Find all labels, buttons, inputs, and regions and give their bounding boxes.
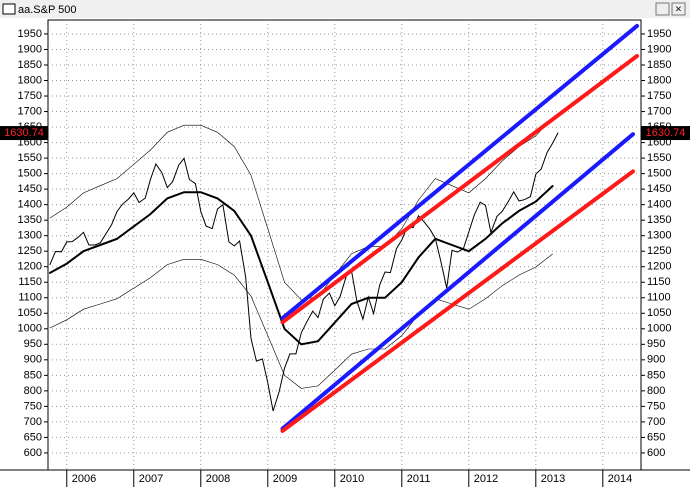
y-tick-label: 1700 bbox=[18, 105, 42, 117]
price-line bbox=[49, 117, 553, 301]
y-tick-label: 750 bbox=[647, 400, 665, 412]
x-tick-label: 2014 bbox=[608, 473, 632, 485]
y-tick-label: 1500 bbox=[647, 168, 671, 180]
y-tick-label: 700 bbox=[647, 416, 665, 428]
y-tick-label: 1850 bbox=[18, 59, 42, 71]
y-tick-label: 1950 bbox=[647, 28, 671, 40]
x-tick-label: 2006 bbox=[72, 473, 96, 485]
y-tick-label: 1150 bbox=[647, 276, 671, 288]
y-tick-label: 1550 bbox=[647, 152, 671, 164]
y-tick-label: 1800 bbox=[647, 74, 671, 86]
y-tick-label: 1750 bbox=[647, 90, 671, 102]
y-tick-label: 1500 bbox=[18, 168, 42, 180]
y-tick-label: 1050 bbox=[18, 307, 42, 319]
y-tick-label: 1100 bbox=[18, 292, 42, 304]
y-tick-label: 1050 bbox=[647, 307, 671, 319]
x-tick-label: 2009 bbox=[273, 473, 297, 485]
close-button[interactable] bbox=[671, 2, 686, 16]
y-tick-label: 1750 bbox=[18, 90, 42, 102]
y-tick-label: 1450 bbox=[647, 183, 671, 195]
x-tick-label: 2007 bbox=[139, 473, 163, 485]
window-icon bbox=[2, 3, 16, 15]
y-tick-label: 650 bbox=[24, 431, 42, 443]
restore-button[interactable] bbox=[655, 2, 670, 16]
y-tick-label: 1300 bbox=[647, 230, 671, 242]
y-tick-label: 900 bbox=[24, 354, 42, 366]
y-tick-label: 850 bbox=[24, 369, 42, 381]
y-tick-label: 1000 bbox=[647, 323, 671, 335]
y-tick-label: 1250 bbox=[647, 245, 671, 257]
y-tick-label: 600 bbox=[647, 447, 665, 459]
y-tick-label: 800 bbox=[24, 385, 42, 397]
y-tick-label: 800 bbox=[647, 385, 665, 397]
y-tick-label: 1150 bbox=[18, 276, 42, 288]
y-tick-label: 1950 bbox=[18, 28, 42, 40]
y-tick-label: 650 bbox=[647, 431, 665, 443]
y-tick-label: 700 bbox=[24, 416, 42, 428]
price-line bbox=[49, 132, 559, 412]
last-price-label: 1630.74 bbox=[4, 127, 44, 139]
y-tick-label: 1400 bbox=[647, 199, 671, 211]
y-tick-label: 1850 bbox=[647, 59, 671, 71]
x-tick-label: 2013 bbox=[541, 473, 565, 485]
y-tick-label: 1800 bbox=[18, 74, 42, 86]
y-tick-label: 1700 bbox=[647, 105, 671, 117]
x-tick-label: 2011 bbox=[407, 473, 431, 485]
y-tick-label: 1400 bbox=[18, 199, 42, 211]
y-tick-label: 1300 bbox=[18, 230, 42, 242]
last-price-box bbox=[641, 126, 690, 141]
y-tick-label: 750 bbox=[24, 400, 42, 412]
close-glyph: × bbox=[675, 3, 681, 15]
title-bar bbox=[0, 0, 690, 18]
y-tick-label: 900 bbox=[647, 354, 665, 366]
last-price-label: 1630.74 bbox=[646, 127, 686, 139]
x-tick-label: 2012 bbox=[474, 473, 498, 485]
y-tick-label: 1450 bbox=[18, 183, 42, 195]
trend-line bbox=[280, 54, 639, 325]
trend-line bbox=[280, 169, 635, 433]
last-price-box bbox=[0, 126, 48, 141]
plot-area bbox=[47, 19, 642, 471]
y-tick-label: 1350 bbox=[18, 214, 42, 226]
window-title: aa.S&P 500 bbox=[18, 4, 77, 16]
trend-line bbox=[280, 23, 639, 321]
trend-line bbox=[280, 132, 635, 431]
y-tick-label: 1550 bbox=[18, 152, 42, 164]
y-tick-label: 1900 bbox=[647, 43, 671, 55]
x-tick-label: 2008 bbox=[206, 473, 230, 485]
y-tick-label: 1000 bbox=[18, 323, 42, 335]
price-line bbox=[49, 185, 554, 346]
y-tick-label: 950 bbox=[24, 338, 42, 350]
price-line bbox=[49, 253, 553, 389]
y-tick-label: 950 bbox=[647, 338, 665, 350]
x-tick-label: 2010 bbox=[340, 473, 364, 485]
y-tick-label: 1200 bbox=[18, 261, 42, 273]
y-tick-label: 1350 bbox=[647, 214, 671, 226]
y-tick-label: 1200 bbox=[647, 261, 671, 273]
y-tick-label: 1100 bbox=[647, 292, 671, 304]
y-tick-label: 1250 bbox=[18, 245, 42, 257]
y-tick-label: 850 bbox=[647, 369, 665, 381]
y-tick-label: 600 bbox=[24, 447, 42, 459]
y-tick-label: 1900 bbox=[18, 43, 42, 55]
